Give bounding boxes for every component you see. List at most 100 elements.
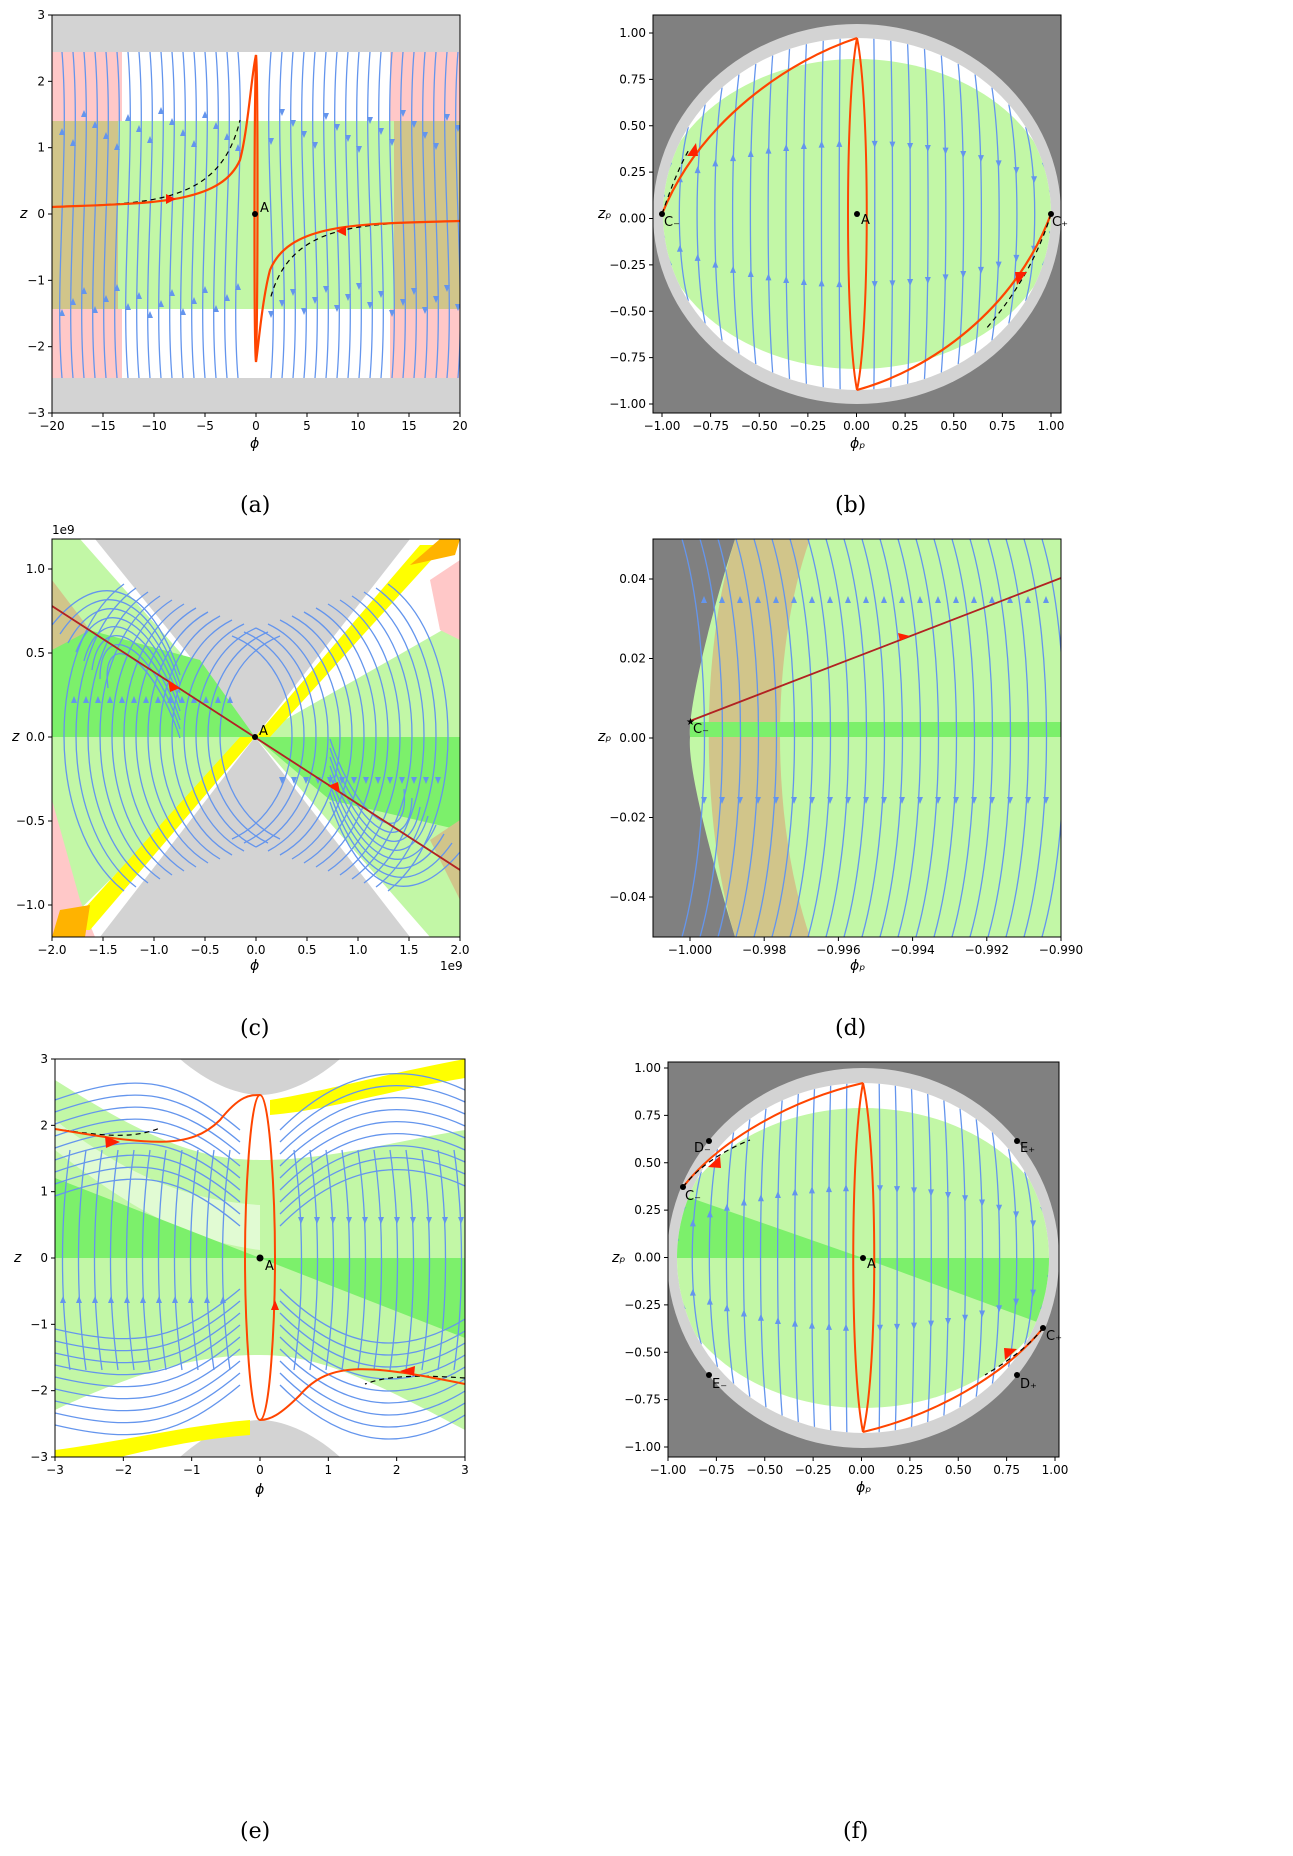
x-tick-label: 0.00 [843, 419, 870, 433]
stream-arrow [70, 139, 76, 146]
x-tick-label: −0.75 [698, 1463, 735, 1477]
streamline [678, 126, 689, 302]
stream-arrow [765, 273, 772, 281]
streamline [141, 1149, 151, 1371]
y-tick-label: −0.75 [624, 1393, 661, 1407]
x-tick-label: −0.50 [746, 1463, 783, 1477]
stream-arrow [442, 1217, 448, 1224]
arrow-red [1004, 1348, 1017, 1360]
point-label: D₊ [1020, 1377, 1037, 1392]
axis-ticks: −3 −2 −1 0 1 2 3 3 2 1 0 −1 −2 −3 [30, 1052, 469, 1477]
stream-arrow [774, 1190, 781, 1198]
stream-arrow [345, 294, 351, 301]
stream-arrow [701, 596, 707, 603]
streamline [55, 1336, 241, 1388]
y-axis-label: zₚ [597, 729, 611, 745]
point-A [252, 211, 258, 217]
stream-arrow [455, 125, 460, 132]
streamline [55, 1288, 241, 1340]
streamline [77, 1149, 87, 1371]
x-tick-label: −0.75 [692, 419, 729, 433]
stream-arrow [845, 797, 851, 804]
point-label: C₋ [693, 722, 709, 737]
y-axis-label: z [13, 1250, 22, 1266]
stream-arrow [871, 140, 878, 148]
stream-arrow [889, 280, 896, 288]
streamline [363, 591, 425, 884]
streamline [1024, 1171, 1035, 1345]
streamline [147, 51, 153, 379]
stream-arrow [995, 160, 1002, 168]
stream-arrow [334, 305, 340, 312]
y-tick-label: 0.00 [619, 212, 646, 226]
x-tick-label: 2.0 [450, 943, 469, 957]
stream-arrow [191, 140, 197, 147]
streamline [367, 51, 373, 379]
stream-arrow [877, 1324, 884, 1332]
stream-arrow [907, 278, 914, 286]
separatrix [364, 1375, 465, 1385]
streamline [389, 51, 395, 379]
point-label: C₊ [1052, 215, 1068, 230]
stream-arrow [953, 596, 959, 603]
stream-arrow [676, 244, 683, 252]
stream-arrow [773, 797, 779, 804]
streamline [329, 783, 445, 869]
stream-arrow [375, 777, 381, 784]
stream-arrow [180, 308, 186, 315]
stream-arrow [1007, 797, 1013, 804]
stream-arrow [312, 297, 318, 304]
x-tick-label: −10 [141, 419, 166, 433]
stream-arrow [747, 270, 754, 278]
streamline [329, 801, 460, 887]
streamline [329, 792, 453, 878]
x-tick-label: −0.25 [789, 419, 826, 433]
stream-arrow [435, 777, 441, 784]
stream-arrow [423, 777, 429, 784]
streamline [825, 539, 850, 937]
stream-arrow [203, 696, 209, 703]
stream-arrow [92, 121, 98, 128]
stream-arrow [158, 300, 164, 307]
stream-arrow [387, 777, 393, 784]
stream-arrow [757, 1313, 764, 1321]
streamline [136, 51, 142, 379]
stream-arrow [723, 1304, 730, 1312]
stream-arrow [71, 696, 77, 703]
stream-arrow [1043, 596, 1049, 603]
region-dark [653, 539, 735, 937]
point-A [256, 1254, 264, 1262]
y-tick-label: −0.5 [16, 814, 45, 828]
stream-arrow [224, 133, 230, 140]
streamline [221, 1149, 231, 1371]
stream-arrow [701, 797, 707, 804]
streamline [696, 104, 706, 324]
stream-arrow [706, 1297, 713, 1305]
streamline [279, 1145, 465, 1203]
stream-arrow [213, 122, 219, 129]
stream-arrow [70, 298, 76, 305]
stream-arrow [706, 1210, 713, 1218]
stream-arrow [83, 696, 89, 703]
y-tick-label: −2 [27, 340, 45, 354]
streamlines [55, 1073, 465, 1440]
stream-arrow [389, 139, 395, 146]
stream-arrow [712, 260, 719, 268]
streamline [125, 51, 131, 379]
stream-arrow [877, 1185, 884, 1193]
x-tick-label: 0.50 [945, 1463, 972, 1477]
stream-arrow [809, 797, 815, 804]
streamline [1025, 126, 1036, 302]
stream-arrow [996, 1305, 1003, 1313]
stream-arrow [268, 138, 274, 145]
stream-arrow [808, 1321, 815, 1329]
stream-arrow [411, 288, 417, 295]
streamline [213, 51, 219, 379]
streamline [794, 1093, 799, 1423]
stream-arrow [422, 307, 428, 314]
streamline [681, 539, 706, 937]
stream-arrow [188, 1296, 194, 1303]
streamline [1041, 539, 1061, 937]
